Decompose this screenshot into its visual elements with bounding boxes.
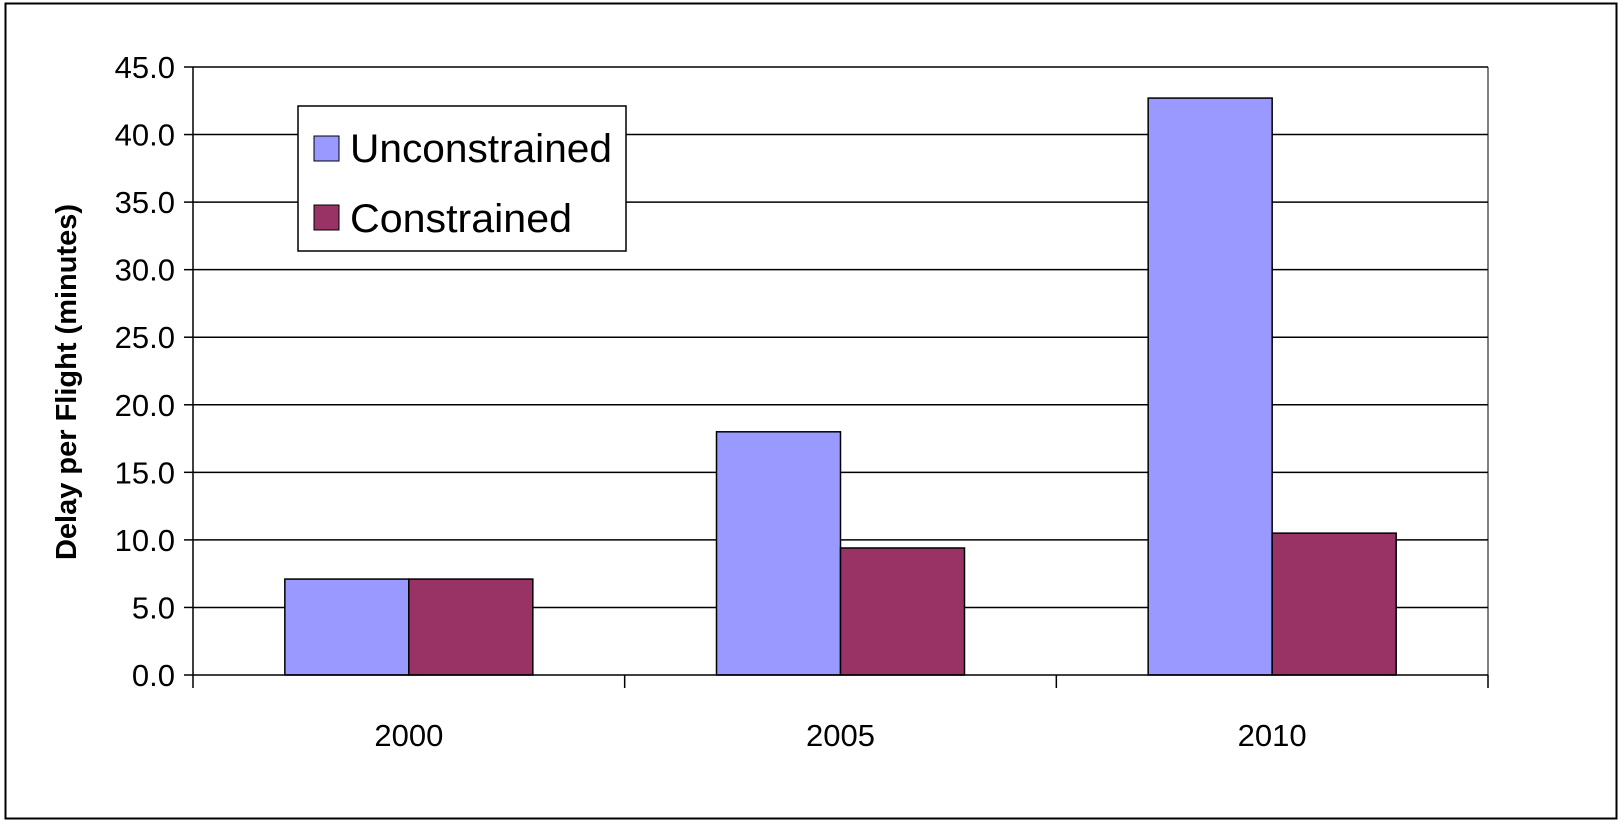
y-tick-label: 15.0	[115, 455, 175, 490]
y-tick-label: 35.0	[115, 185, 175, 220]
y-tick-labels: 0.0 5.0 10.0 15.0 20.0 25.0 30.0 35.0 40.0 45.0	[115, 50, 175, 693]
axes	[184, 66, 1489, 688]
legend-label-unconstrained: Unconstrained	[350, 127, 612, 171]
y-tick-label: 5.0	[132, 590, 175, 625]
bar-constrained-2000	[408, 578, 534, 676]
bar-unconstrained-2000	[284, 578, 410, 676]
y-tick-label: 20.0	[115, 388, 175, 423]
legend-label-constrained: Constrained	[350, 197, 572, 241]
y-tick-label: 25.0	[115, 320, 175, 355]
y-tick-label: 40.0	[115, 118, 175, 153]
legend-swatch-unconstrained	[313, 135, 340, 162]
bar-unconstrained-2010	[1147, 97, 1273, 676]
bar-constrained-2010	[1271, 532, 1397, 676]
x-tick-label: 2005	[806, 718, 875, 753]
legend-swatch-constrained	[313, 204, 340, 231]
y-tick-label: 30.0	[115, 253, 175, 288]
x-tick-labels: 2000 2005 2010	[374, 718, 1306, 753]
legend: Unconstrained Constrained	[297, 105, 627, 252]
y-tick-label: 0.0	[132, 658, 175, 693]
x-tick-label: 2000	[374, 718, 443, 753]
y-tick-label: 10.0	[115, 523, 175, 558]
legend-box	[297, 105, 627, 252]
x-tick-label: 2010	[1238, 718, 1307, 753]
y-axis-label: Delay per Flight (minutes)	[51, 204, 83, 560]
bar-constrained-2005	[839, 547, 966, 676]
y-tick-label: 45.0	[115, 50, 175, 85]
bar-unconstrained-2005	[715, 431, 842, 676]
